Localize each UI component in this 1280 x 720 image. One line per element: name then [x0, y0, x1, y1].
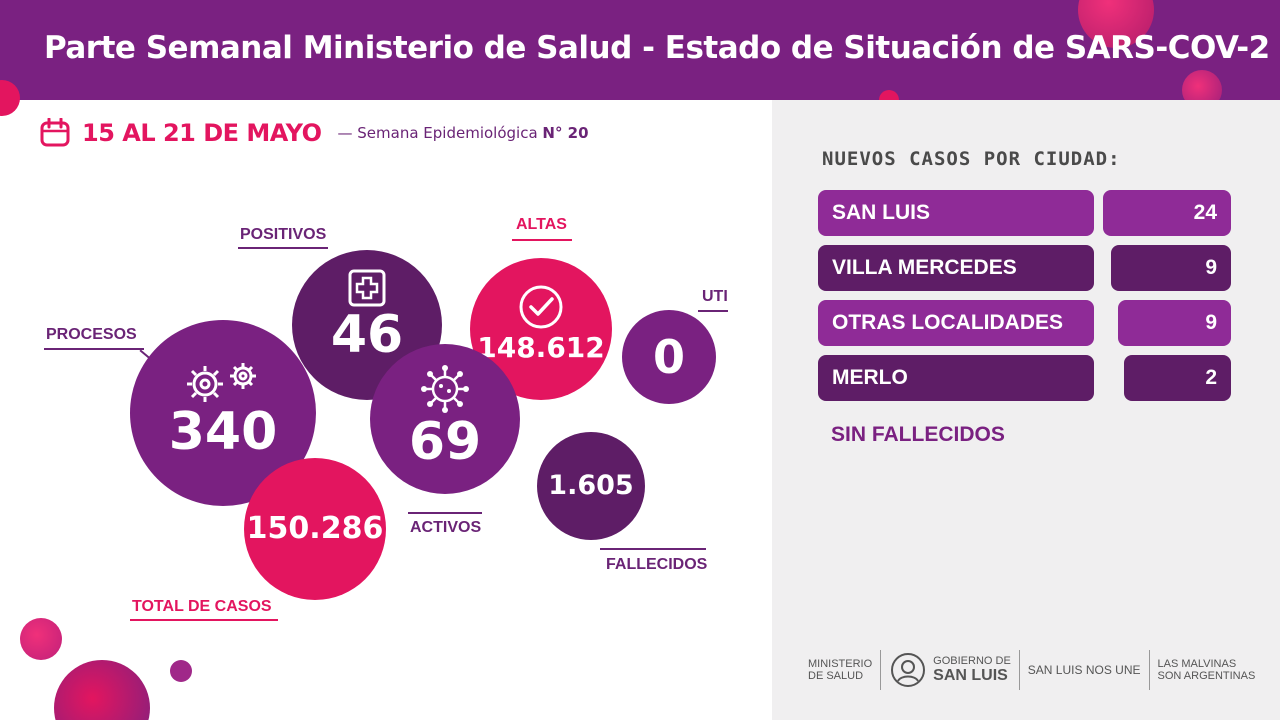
decorative-circle — [20, 618, 62, 660]
footer-divider — [880, 650, 882, 690]
check-circle-icon — [519, 285, 563, 329]
fallecidos-label: FALLECIDOS — [606, 556, 708, 573]
positivos-value: 46 — [330, 305, 404, 365]
epi-week: — Semana Epidemiológica N° 20 — [338, 124, 589, 142]
ministerio-logo-text: MINISTERIO DE SALUD — [808, 658, 872, 682]
date-row: 15 AL 21 DE MAYO — Semana Epidemiológica… — [40, 117, 589, 149]
city-count-merlo: 2 — [1124, 355, 1231, 401]
activos-value: 69 — [408, 412, 482, 472]
total-casos-circle: 150.286 — [244, 458, 386, 600]
uti-label: UTI — [702, 288, 728, 305]
city-count-san-luis: 24 — [1103, 190, 1231, 236]
fallecidos-value: 1.605 — [548, 470, 634, 501]
ministerio-line-1: MINISTERIO — [808, 658, 873, 670]
uti-circle: 0 — [622, 310, 716, 404]
decorative-circle — [0, 80, 20, 116]
calendar-icon — [40, 118, 70, 147]
gears-icon — [187, 363, 256, 402]
malvinas-line-2: SON ARGENTINAS — [1157, 670, 1256, 682]
nuevos-casos-title: NUEVOS CASOS POR CIUDAD: — [822, 148, 1121, 170]
decorative-circle — [54, 660, 150, 720]
altas-label: ALTAS — [516, 216, 567, 233]
epi-week-label: — Semana Epidemiológica — [337, 124, 543, 142]
page-title: Parte Semanal Ministerio de Salud - Esta… — [44, 30, 1270, 66]
altas-line — [512, 239, 572, 241]
positivos-line — [238, 247, 328, 249]
city-name-merlo: MERLO — [818, 355, 1094, 401]
sin-fallecidos-note: SIN FALLECIDOS — [831, 423, 1005, 446]
procesos-line — [44, 348, 144, 350]
total-casos-label: TOTAL DE CASOS — [132, 598, 272, 615]
fallecidos-circle: 1.605 — [537, 432, 645, 540]
uti-line — [698, 310, 728, 312]
medical-cross-icon — [348, 269, 386, 307]
uti-value: 0 — [652, 330, 685, 384]
gobierno-line-2: SAN LUIS — [933, 667, 1008, 684]
footer-logos: MINISTERIO DE SALUD GOBIERNO DE SAN LUIS… — [808, 648, 1255, 692]
virus-icon — [421, 365, 469, 413]
total-casos-value: 150.286 — [246, 511, 384, 546]
activos-label: ACTIVOS — [410, 519, 482, 536]
epi-week-number: N° 20 — [542, 124, 589, 142]
malvinas-line-1: LAS MALVINAS — [1157, 658, 1237, 670]
altas-value: 148.612 — [477, 331, 605, 364]
decorative-circle — [879, 90, 899, 100]
procesos-label: PROCESOS — [46, 326, 137, 343]
date-range: 15 AL 21 DE MAYO — [82, 119, 322, 147]
gobierno-logo-text: GOBIERNO DE SAN LUIS — [933, 655, 1011, 685]
activos-circle: 69 — [370, 344, 520, 494]
city-name-villa-mercedes: VILLA MERCEDES — [818, 245, 1094, 291]
city-count-villa-mercedes: 9 — [1111, 245, 1231, 291]
procesos-value: 340 — [168, 402, 278, 462]
positivos-label: POSITIVOS — [240, 226, 327, 243]
city-name-otras-localidades: OTRAS LOCALIDADES — [818, 300, 1094, 346]
gobierno-line-1: GOBIERNO DE — [933, 655, 1011, 667]
slogan-text: SAN LUIS NOS UNE — [1027, 663, 1141, 677]
decorative-circle — [170, 660, 192, 682]
activos-line — [408, 512, 482, 514]
city-count-otras-localidades: 9 — [1118, 300, 1231, 346]
malvinas-text: LAS MALVINAS SON ARGENTINAS — [1158, 658, 1256, 682]
footer-divider — [1018, 650, 1020, 690]
shield-emblem-icon — [891, 653, 926, 687]
fallecidos-line — [600, 548, 706, 550]
header-banner: Parte Semanal Ministerio de Salud - Esta… — [0, 0, 1280, 100]
ministerio-line-2: DE SALUD — [808, 670, 864, 682]
total-casos-line — [130, 619, 278, 621]
footer-divider — [1148, 650, 1150, 690]
city-name-san-luis: SAN LUIS — [818, 190, 1094, 236]
